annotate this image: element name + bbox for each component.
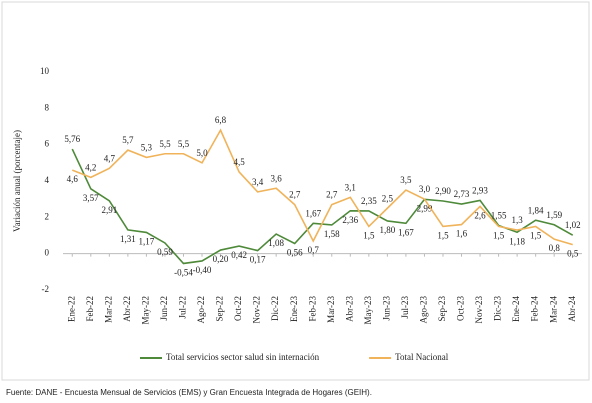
x-tick-label: Jul-22	[178, 296, 188, 319]
y-tick-label: 4	[45, 175, 50, 185]
x-tick-label: Dic-22	[270, 296, 280, 321]
data-label: 2,99	[417, 203, 433, 213]
x-tick-label: May-22	[140, 296, 150, 325]
legend-label: Total servicios sector salud sin interna…	[166, 352, 320, 362]
data-label: 2,5	[382, 193, 394, 203]
data-label: 0,5	[567, 249, 579, 259]
data-label: 1,59	[546, 210, 562, 220]
data-label: 1,80	[380, 225, 396, 235]
data-label: 2,91	[101, 205, 117, 215]
x-tick-label: Oct-23	[456, 296, 466, 321]
y-axis-title: Variación anual (porcentaje)	[12, 130, 22, 232]
data-label: 3,1	[345, 182, 356, 192]
x-tick-label: Nov-23	[474, 296, 484, 324]
data-label: 4,6	[67, 174, 79, 184]
data-label: 3,57	[83, 193, 99, 203]
y-tick-label: 0	[45, 248, 50, 258]
data-label: 3,4	[252, 177, 264, 187]
x-tick-label: Abr-22	[122, 296, 132, 322]
data-label: 1,5	[437, 230, 449, 240]
x-tick-label: Mar-23	[326, 296, 336, 323]
data-label: 5,76	[64, 134, 80, 144]
x-tick-label: Abr-23	[344, 296, 354, 322]
data-label: 0,7	[308, 245, 320, 255]
x-tick-label: May-23	[363, 296, 373, 325]
data-label: 2,73	[454, 189, 470, 199]
x-tick-label: Ene-22	[66, 296, 76, 322]
data-label: 0,42	[231, 250, 247, 260]
data-label: 6,8	[215, 115, 227, 125]
data-label: 4,7	[104, 153, 116, 163]
source-note: Fuente: DANE - Encuesta Mensual de Servi…	[6, 388, 372, 397]
data-label: 0,56	[287, 248, 303, 258]
data-label: 5,7	[122, 135, 134, 145]
y-tick-label: 6	[45, 139, 50, 149]
data-label: 5,5	[159, 139, 171, 149]
data-label: 5,5	[178, 139, 190, 149]
data-label: 3,0	[419, 184, 431, 194]
data-label: 4,2	[85, 162, 96, 172]
data-label: 1,55	[491, 211, 507, 221]
x-tick-label: Abr-24	[567, 296, 577, 322]
x-tick-label: Nov-22	[252, 296, 262, 324]
data-label: 2,6	[474, 210, 486, 220]
x-tick-label: Ago-23	[419, 296, 429, 324]
data-label: 1,02	[565, 220, 581, 230]
data-label: 0,59	[157, 247, 173, 257]
x-tick-label: Ene-24	[511, 296, 521, 322]
y-tick-label: -2	[42, 284, 50, 294]
data-label: 2,93	[472, 186, 488, 196]
data-label: 1,5	[363, 230, 375, 240]
data-label: 2,7	[326, 190, 338, 200]
data-label: 1,6	[456, 229, 468, 239]
x-tick-label: Feb-24	[530, 296, 540, 322]
data-label: 2,7	[289, 190, 301, 200]
data-label: 3,5	[400, 175, 412, 185]
x-tick-label: Sep-22	[215, 296, 225, 322]
line-series	[71, 128, 573, 246]
chart-frame	[1, 1, 590, 381]
data-label: 0,20	[213, 254, 229, 264]
data-label: 1,17	[139, 236, 155, 246]
data-label: -0,54	[174, 268, 193, 278]
data-label: 1,58	[324, 229, 340, 239]
x-tick-label: Ene-23	[289, 296, 299, 322]
data-label: 1,08	[268, 238, 284, 248]
data-label: 1,67	[398, 227, 414, 237]
data-label: 5,3	[141, 142, 153, 152]
data-label: -0,40	[193, 265, 212, 275]
data-label: 3,6	[271, 173, 283, 183]
data-label: 5,0	[196, 148, 208, 158]
data-label: 4,5	[233, 157, 245, 167]
data-label: 0,8	[549, 243, 561, 253]
x-tick-label: Sep-23	[437, 296, 447, 322]
data-label: 0,17	[250, 255, 266, 265]
data-label: 1,5	[530, 230, 542, 240]
data-label: 1,84	[528, 205, 544, 215]
x-tick-label: Dic-23	[493, 296, 503, 321]
data-label: 2,36	[342, 215, 358, 225]
x-tick-label: Feb-22	[85, 296, 95, 322]
legend-label: Total Nacional	[395, 352, 449, 362]
data-label: 1,3	[512, 215, 524, 225]
y-tick-label: 8	[45, 102, 50, 112]
x-tick-label: Ago-22	[196, 296, 206, 324]
x-tick-label: Jul-23	[400, 296, 410, 319]
data-label: 1,67	[305, 208, 321, 218]
x-tick-label: Feb-23	[307, 296, 317, 322]
data-label: 1,18	[509, 236, 525, 246]
y-tick-label: 10	[40, 66, 50, 76]
x-tick-label: Oct-22	[233, 296, 243, 321]
data-label: 1,5	[493, 230, 505, 240]
x-tick-label: Jun-22	[159, 296, 169, 321]
data-label: 1,31	[120, 234, 136, 244]
data-label: 2,90	[435, 186, 451, 196]
y-tick-label: 2	[45, 211, 50, 221]
x-tick-label: Mar-22	[103, 296, 113, 323]
x-tick-label: Jun-23	[381, 296, 391, 321]
data-label: 2,35	[361, 196, 377, 206]
x-tick-label: Mar-24	[548, 296, 558, 323]
